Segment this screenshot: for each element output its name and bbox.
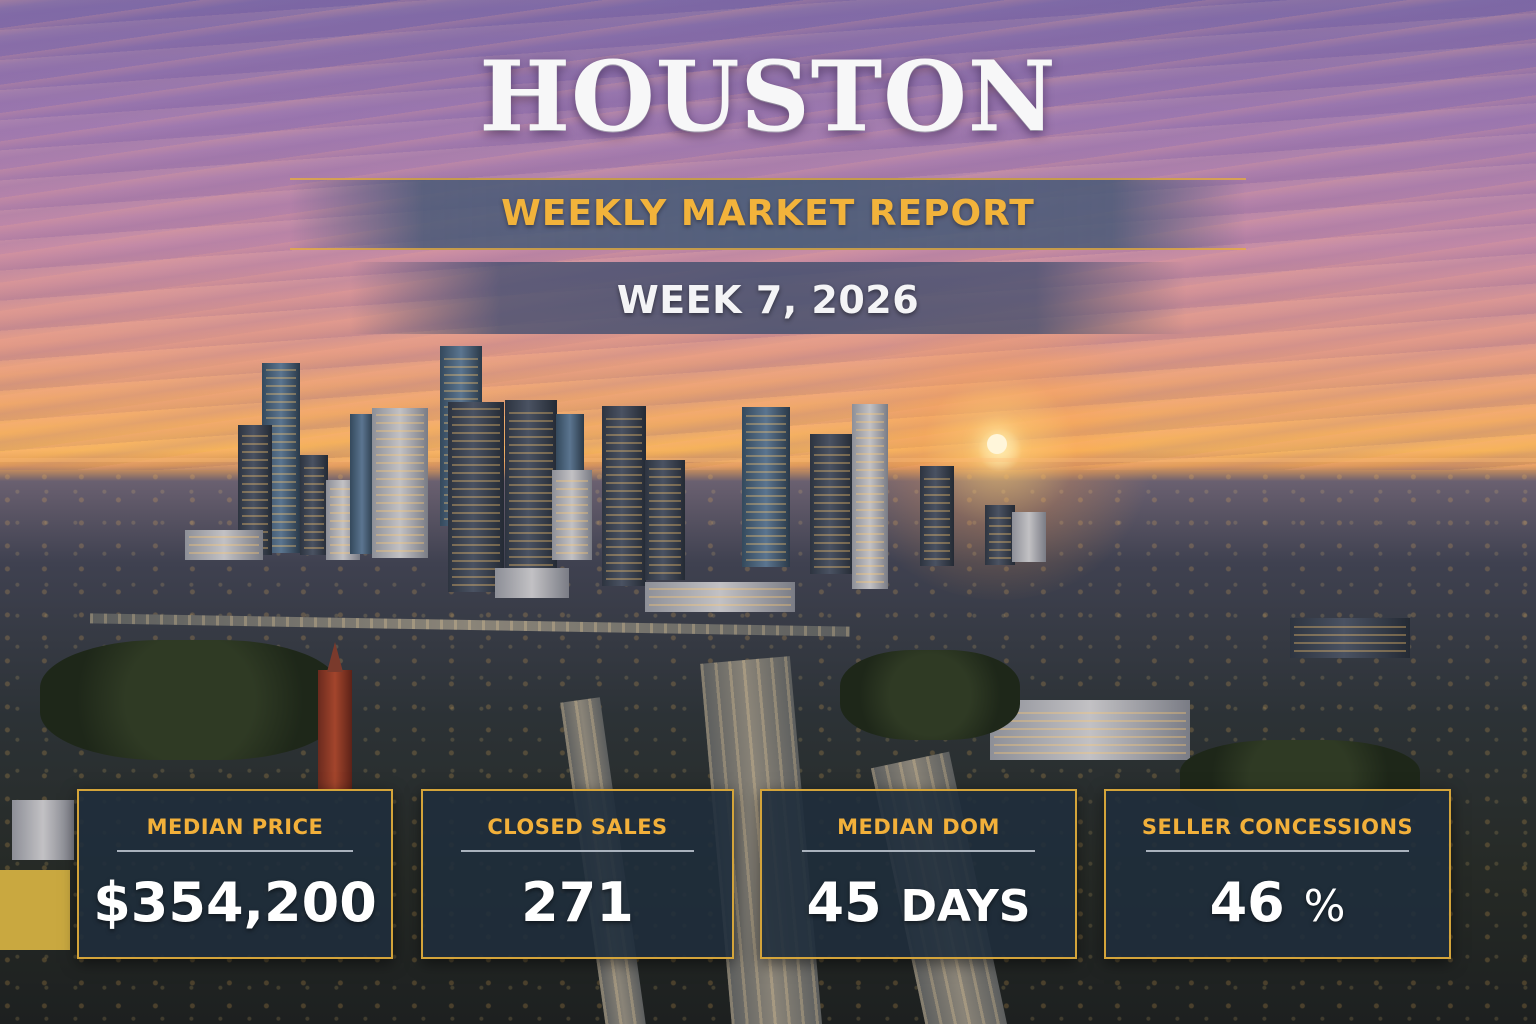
skyscraper <box>448 402 504 592</box>
trees <box>840 650 1020 740</box>
skyscraper <box>372 408 428 558</box>
sun-icon <box>987 434 1007 454</box>
metric-unit: DAYS <box>900 881 1031 932</box>
church-spire <box>318 642 352 790</box>
skyscraper <box>505 400 557 580</box>
metric-card-closed-sales: CLOSED SALES 271 <box>421 789 734 959</box>
metric-label: SELLER CONCESSIONS <box>1141 815 1414 839</box>
building <box>185 530 263 560</box>
skyscraper <box>552 470 592 560</box>
skyscraper <box>645 460 685 580</box>
divider <box>117 850 353 852</box>
skyscraper <box>602 406 646 586</box>
metric-label: MEDIAN PRICE <box>146 815 324 839</box>
metric-card-median-price: MEDIAN PRICE $354,200 <box>77 789 393 959</box>
metric-value: 271 <box>521 871 634 934</box>
building <box>1290 618 1410 658</box>
skyscraper <box>920 466 954 566</box>
period-band: WEEK 7, 2026 <box>350 262 1186 334</box>
building <box>12 800 74 860</box>
trees <box>40 640 340 760</box>
metric-card-seller-concessions: SELLER CONCESSIONS 46 % <box>1104 789 1451 959</box>
metric-label: MEDIAN DOM <box>837 815 1000 839</box>
building <box>495 568 569 598</box>
city-title: HOUSTON <box>479 40 1057 153</box>
skyscraper <box>810 434 854 574</box>
metric-value: $354,200 <box>93 871 377 934</box>
metric-unit: % <box>1303 881 1346 932</box>
report-title: WEEKLY MARKET REPORT <box>501 193 1035 234</box>
metric-value: 45 DAYS <box>806 871 1031 934</box>
report-period: WEEK 7, 2026 <box>616 278 920 322</box>
skyscraper <box>350 414 374 554</box>
building <box>1012 512 1046 562</box>
building <box>0 870 70 950</box>
metric-value: 46 % <box>1209 871 1346 934</box>
skyscraper <box>742 407 790 567</box>
divider <box>1146 850 1409 852</box>
metric-label: CLOSED SALES <box>487 815 668 839</box>
metric-card-median-dom: MEDIAN DOM 45 DAYS <box>760 789 1077 959</box>
divider <box>461 850 694 852</box>
report-title-banner: WEEKLY MARKET REPORT <box>290 178 1246 250</box>
skyscraper <box>300 455 328 555</box>
building <box>645 582 795 612</box>
building <box>985 505 1015 565</box>
skyscraper <box>852 404 888 589</box>
building <box>990 700 1190 760</box>
divider <box>802 850 1035 852</box>
